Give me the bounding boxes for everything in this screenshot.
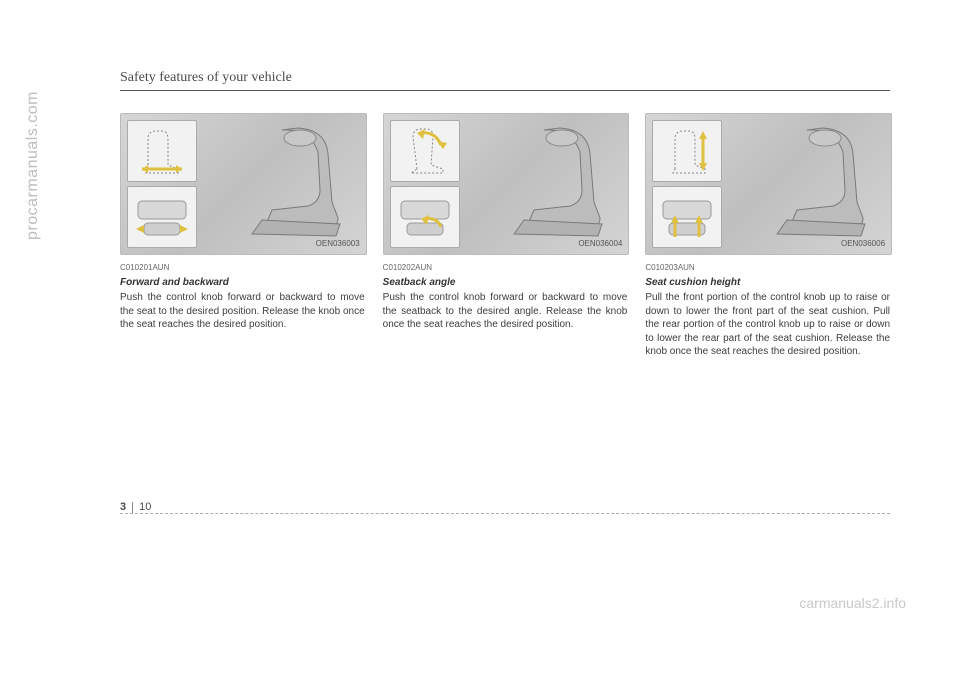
figure-label: OEN036004 [578, 239, 622, 250]
inset-control-icon [652, 186, 722, 248]
figure-label: OEN036006 [841, 239, 885, 250]
seat-illustration [757, 124, 877, 242]
inset-control-icon [127, 186, 197, 248]
inset-seat-icon [652, 120, 722, 182]
seat-illustration [494, 124, 614, 242]
inset-seat-icon [390, 120, 460, 182]
reference-code: C010202AUN [383, 263, 628, 274]
subtitle: Seat cushion height [645, 276, 890, 290]
figure-forward-backward: OEN036003 [120, 113, 367, 255]
figure-cushion-height: OEN036006 [645, 113, 892, 255]
figure-seatback-angle: OEN036004 [383, 113, 630, 255]
figure-label: OEN036003 [316, 239, 360, 250]
subtitle: Seatback angle [383, 276, 628, 290]
reference-code: C010201AUN [120, 263, 365, 274]
page-numbers: 3 10 [120, 502, 890, 513]
seat-illustration [232, 124, 352, 242]
column-1: OEN036003 C010201AUN Forward and backwar… [120, 113, 365, 359]
inset-control-icon [390, 186, 460, 248]
body-text: Pull the front portion of the control kn… [645, 291, 890, 359]
watermark-bottom: carmanuals2.info [799, 595, 906, 611]
section-title: Safety features of your vehicle [120, 70, 890, 90]
column-2: OEN036004 C010202AUN Seatback angle Push… [383, 113, 628, 359]
inset-seat-icon [127, 120, 197, 182]
header-rule [120, 90, 890, 91]
subtitle: Forward and backward [120, 276, 365, 290]
page-number: 10 [133, 502, 151, 513]
watermark-left: procarmanuals.com [24, 91, 42, 240]
body-text: Push the control knob forward or backwar… [120, 291, 365, 332]
body-text: Push the control knob forward or backwar… [383, 291, 628, 332]
column-3: OEN036006 C010203AUN Seat cushion height… [645, 113, 890, 359]
footer-rule [120, 513, 890, 514]
reference-code: C010203AUN [645, 263, 890, 274]
page-content: Safety features of your vehicle [120, 70, 890, 359]
content-columns: OEN036003 C010201AUN Forward and backwar… [120, 113, 890, 359]
page-footer: 3 10 [120, 510, 890, 514]
chapter-number: 3 [120, 502, 133, 513]
